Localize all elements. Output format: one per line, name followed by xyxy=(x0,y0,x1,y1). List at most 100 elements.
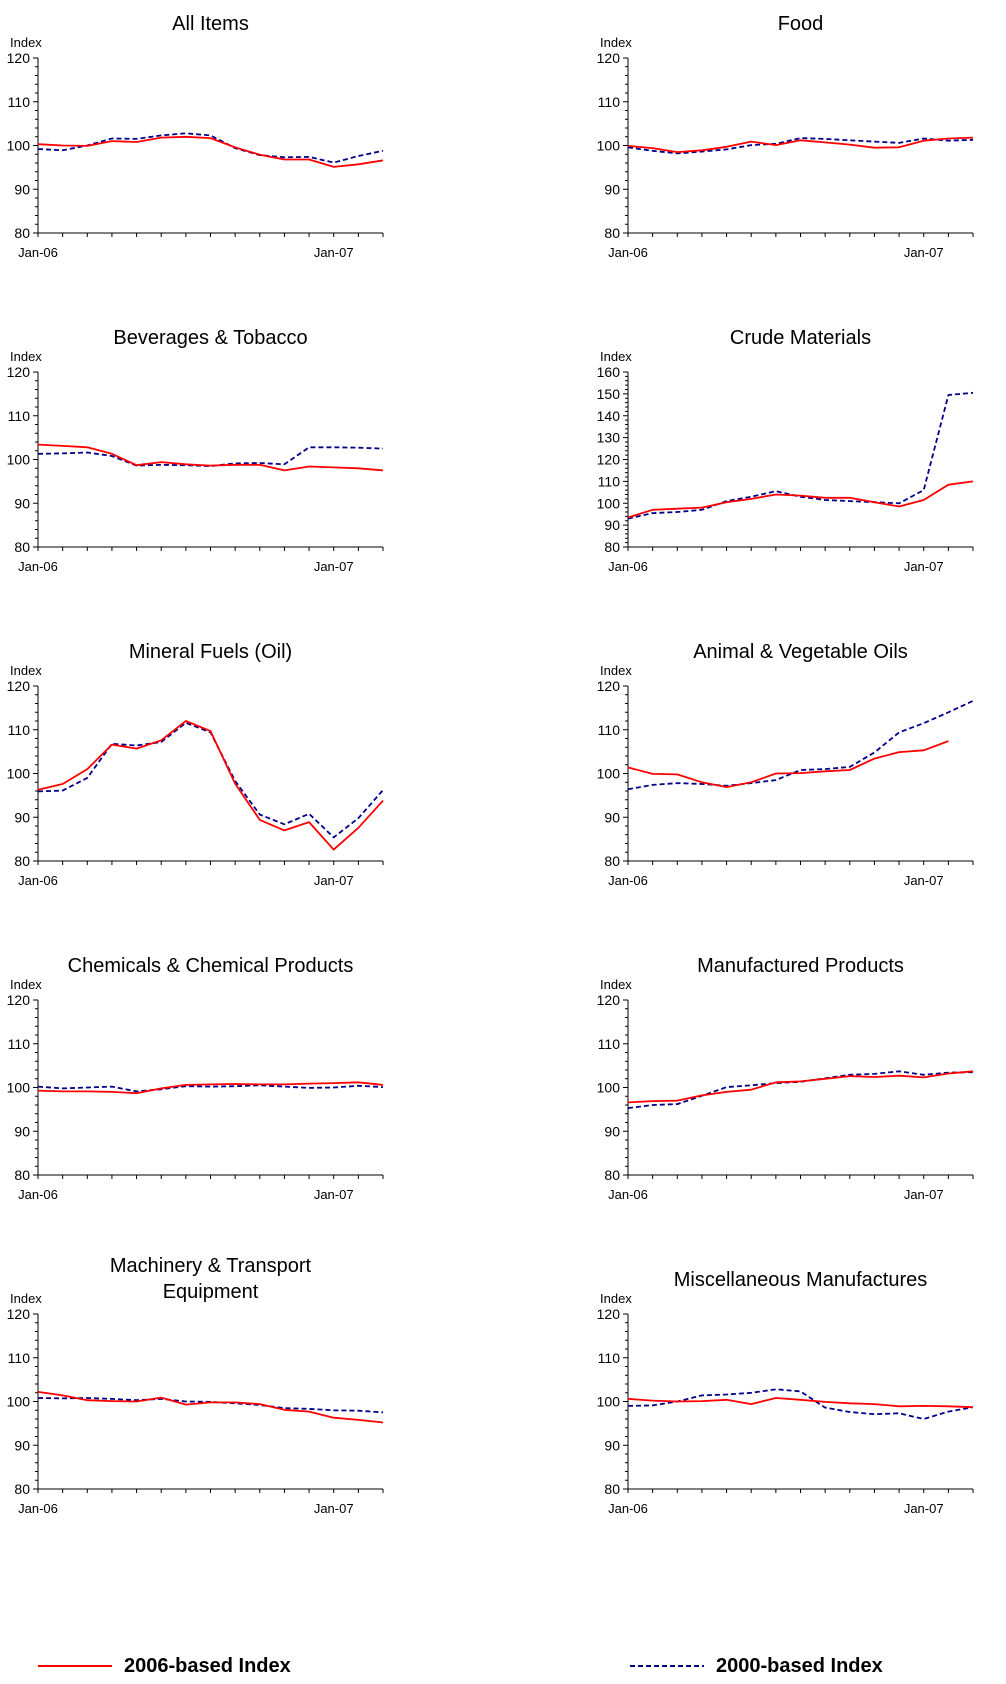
y-tick-label: 110 xyxy=(598,473,621,489)
y-tick-label: 90 xyxy=(604,1123,620,1139)
y-tick-label: 120 xyxy=(7,50,31,66)
y-tick-label: 80 xyxy=(14,539,30,555)
legend-2006: 2006-based Index xyxy=(38,1652,291,1680)
y-tick-label: 120 xyxy=(597,50,621,66)
x-tick-label: Jan-07 xyxy=(314,1187,354,1202)
y-tick-label: 80 xyxy=(604,539,620,555)
series-2006-line xyxy=(37,135,384,168)
y-axis-label: Index xyxy=(10,663,42,678)
series-2006-line xyxy=(627,1070,974,1104)
y-tick-label: 120 xyxy=(7,1306,31,1322)
y-tick-label: 110 xyxy=(8,722,31,738)
y-tick-label: 100 xyxy=(597,1080,621,1096)
y-tick-label: 110 xyxy=(8,94,31,110)
y-tick-label: 100 xyxy=(7,1394,31,1410)
y-tick-label: 100 xyxy=(597,766,621,782)
chart-3: Crude Materials Index 80 90 100 110 120 130 140 1… xyxy=(597,327,974,574)
x-tick-label: Jan-06 xyxy=(18,245,58,260)
y-tick-label: 110 xyxy=(598,722,621,738)
chart-title: All Items xyxy=(172,13,249,35)
series-2000-line xyxy=(627,137,974,155)
series-2000-line xyxy=(37,721,384,839)
series-2006-line xyxy=(37,720,384,851)
y-tick-label: 80 xyxy=(14,1167,30,1183)
y-tick-label: 120 xyxy=(7,992,31,1008)
y-tick-label: 160 xyxy=(597,364,621,380)
x-tick-label: Jan-06 xyxy=(608,873,648,888)
series-2000-line xyxy=(627,391,974,520)
series-2000-line xyxy=(627,1070,974,1109)
series-2006-line xyxy=(627,480,974,519)
y-tick-label: 80 xyxy=(604,853,620,869)
chart-title: Manufactured Products xyxy=(697,955,904,977)
x-tick-label: Jan-07 xyxy=(904,1501,944,1516)
chart-title: Mineral Fuels (Oil) xyxy=(129,641,292,663)
chart-title: Beverages & Tobacco xyxy=(113,327,307,349)
y-tick-label: 100 xyxy=(7,766,31,782)
y-tick-label: 150 xyxy=(597,386,621,402)
y-tick-label: 80 xyxy=(604,1167,620,1183)
series-2000-line xyxy=(37,132,384,164)
x-tick-label: Jan-06 xyxy=(18,873,58,888)
y-tick-label: 110 xyxy=(598,1350,621,1366)
y-tick-label: 110 xyxy=(598,94,621,110)
x-tick-label: Jan-06 xyxy=(18,1187,58,1202)
y-tick-label: 120 xyxy=(597,452,621,468)
series-2000-line xyxy=(37,1084,384,1093)
series-2006-line xyxy=(37,443,384,472)
y-tick-label: 100 xyxy=(597,495,621,511)
chart-0: All Items Index 80 90 100 110 120 Jan-06 Jan-07 xyxy=(7,13,384,260)
chart-4: Mineral Fuels (Oil) Index 80 90 100 110 120 Jan… xyxy=(7,641,384,888)
legend-label-2006: 2006-based Index xyxy=(124,1654,291,1677)
series-2000-line xyxy=(37,446,384,468)
legend-label-2000: 2000-based Index xyxy=(716,1654,883,1677)
x-tick-label: Jan-07 xyxy=(314,1501,354,1516)
chart-8: Machinery & Transport Equipment Index 80 90 1… xyxy=(7,1255,384,1516)
y-tick-label: 90 xyxy=(604,181,620,197)
x-tick-label: Jan-06 xyxy=(608,245,648,260)
y-axis-label: Index xyxy=(600,35,632,50)
y-tick-label: 120 xyxy=(597,678,621,694)
y-tick-label: 90 xyxy=(604,517,620,533)
legend-2000: 2000-based Index xyxy=(630,1652,883,1680)
series-2006-line xyxy=(37,1081,384,1095)
chart-9: Miscellaneous Manufactures Index 80 90 100 11… xyxy=(597,1269,974,1516)
y-axis-label: Index xyxy=(10,35,42,50)
y-tick-label: 110 xyxy=(8,1350,31,1366)
y-tick-label: 90 xyxy=(604,1437,620,1453)
y-tick-label: 80 xyxy=(604,225,620,241)
y-tick-label: 100 xyxy=(597,1394,621,1410)
y-tick-label: 110 xyxy=(598,1036,621,1052)
y-tick-label: 140 xyxy=(597,408,621,424)
chart-1: Food Index 80 90 100 110 120 Jan-06 Jan-07 xyxy=(597,13,974,260)
x-tick-label: Jan-07 xyxy=(904,1187,944,1202)
chart-title: Animal & Vegetable Oils xyxy=(693,641,908,663)
y-tick-label: 80 xyxy=(604,1481,620,1497)
chart-6: Chemicals & Chemical Products Index 80 90 10… xyxy=(7,955,384,1202)
y-tick-label: 90 xyxy=(14,181,30,197)
series-2006-line xyxy=(37,1391,384,1424)
y-tick-label: 120 xyxy=(7,364,31,380)
x-tick-label: Jan-07 xyxy=(904,245,944,260)
series-2000-line xyxy=(627,1388,974,1420)
x-tick-label: Jan-07 xyxy=(314,873,354,888)
x-tick-label: Jan-07 xyxy=(904,559,944,574)
x-tick-label: Jan-06 xyxy=(18,1501,58,1516)
series-2006-line xyxy=(627,1397,974,1409)
y-tick-label: 110 xyxy=(8,1036,31,1052)
y-tick-label: 100 xyxy=(7,452,31,468)
chart-title: Crude Materials xyxy=(730,327,871,349)
y-tick-label: 90 xyxy=(14,1437,30,1453)
y-axis-label: Index xyxy=(600,663,632,678)
y-axis-label: Index xyxy=(600,1291,632,1306)
y-tick-label: 90 xyxy=(14,495,30,511)
y-tick-label: 120 xyxy=(597,1306,621,1322)
series-2000-line xyxy=(627,700,974,791)
x-tick-label: Jan-06 xyxy=(608,1187,648,1202)
y-axis-label: Index xyxy=(600,349,632,364)
y-tick-label: 120 xyxy=(7,678,31,694)
y-tick-label: 110 xyxy=(8,408,31,424)
y-axis-label: Index xyxy=(10,349,42,364)
y-axis-label: Index xyxy=(600,977,632,992)
